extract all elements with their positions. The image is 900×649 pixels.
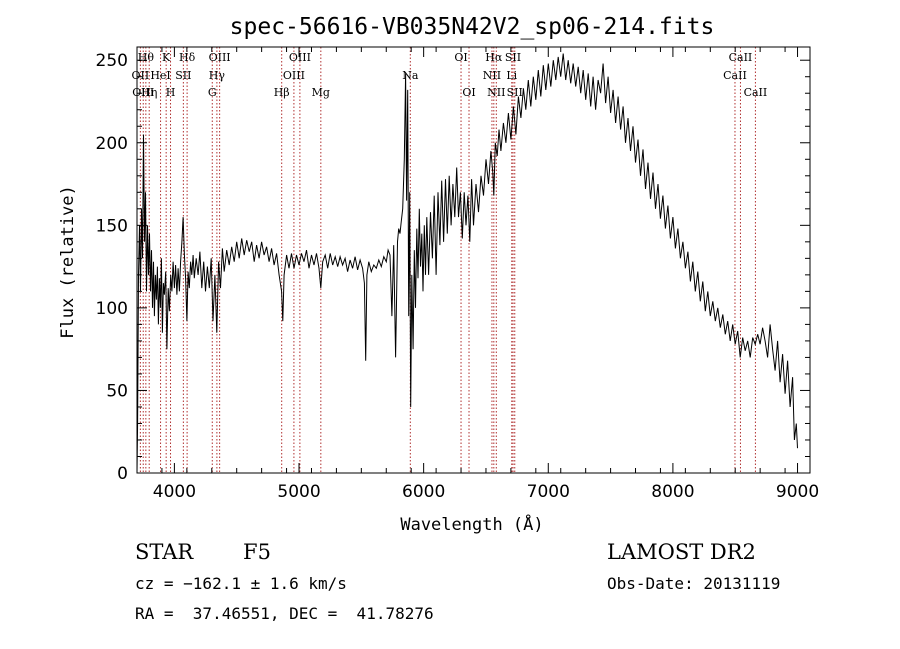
chart-title: spec-56616-VB035N42V2_sp06-214.fits [230, 14, 715, 40]
spectral-line-label: CaII [729, 51, 753, 64]
plot-frame [136, 46, 811, 474]
spectral-line-label: OII [132, 69, 150, 82]
x-tick-label: 4000 [153, 482, 196, 502]
x-tick-label: 6000 [402, 482, 445, 502]
y-tick-label: 50 [106, 381, 128, 401]
spectral-line-label: Li [506, 69, 517, 82]
x-tick-label: 7000 [527, 482, 570, 502]
spectral-line-markers [139, 47, 756, 473]
y-axis-label: Flux (relative) [58, 185, 78, 339]
spectral-line-label: G [208, 86, 217, 99]
spectral-line-labels: OII OIII Hθ Hη HeI K H SII Hδ G Hγ OIII Hβ OIII OIII Mg… [132, 51, 768, 99]
x-tick-label: 8000 [651, 482, 694, 502]
spectral-line-label: Hδ [179, 51, 196, 64]
spectrum-line [136, 53, 798, 474]
y-tick-label: 100 [96, 299, 128, 319]
observation-date: Obs-Date: 20131119 [607, 574, 781, 593]
y-tick-label: 150 [96, 216, 128, 236]
spectral-line-label: OIII [132, 86, 154, 99]
x-tick-label: 9000 [776, 482, 819, 502]
object-class: STAR [135, 540, 194, 564]
spectral-line-label: OI [454, 51, 467, 64]
spectral-line-label: NII [483, 69, 501, 82]
spectral-line-label: HeI [150, 69, 170, 82]
object-subclass: F5 [243, 540, 271, 564]
spectral-line-label: H [166, 86, 176, 99]
axis-ticks [136, 47, 811, 474]
coordinates-readout: RA = 37.46551, DEC = 41.78276 [135, 604, 434, 623]
spectral-line-label: OI [462, 86, 475, 99]
spectral-line-label: OIII [209, 51, 231, 64]
spectral-line-label: SII [505, 51, 521, 64]
spectral-line-label: SII [507, 86, 523, 99]
y-tick-label: 200 [96, 134, 128, 154]
x-tick-label: 5000 [277, 482, 320, 502]
x-axis-label: Wavelength (Å) [400, 513, 543, 535]
spectral-line-label: CaII [744, 86, 768, 99]
spectral-line-label: OIII [289, 51, 311, 64]
axis-tick-labels: 4000 5000 6000 7000 8000 9000 0 50 100 150 200 250 [96, 51, 820, 502]
redshift-readout: cz = −162.1 ± 1.6 km/s [135, 574, 347, 593]
spectral-line-label: K [162, 51, 171, 64]
spectral-line-label: Hα [485, 51, 503, 64]
spectral-line-label: NII [487, 86, 505, 99]
y-tick-label: 250 [96, 51, 128, 71]
spectral-line-label: Hη [141, 86, 157, 99]
spectral-line-label: Na [402, 69, 419, 82]
spectral-line-label: CaII [723, 69, 747, 82]
y-tick-label: 0 [117, 464, 128, 484]
spectral-line-label: Hβ [274, 86, 290, 99]
spectral-line-label: Hθ [138, 51, 155, 64]
spectral-line-label: Hγ [209, 69, 226, 82]
spectral-line-label: Mg [312, 86, 330, 99]
survey-name: LAMOST DR2 [607, 540, 756, 564]
spectral-line-label: SII [175, 69, 191, 82]
spectral-line-label: OIII [283, 69, 305, 82]
